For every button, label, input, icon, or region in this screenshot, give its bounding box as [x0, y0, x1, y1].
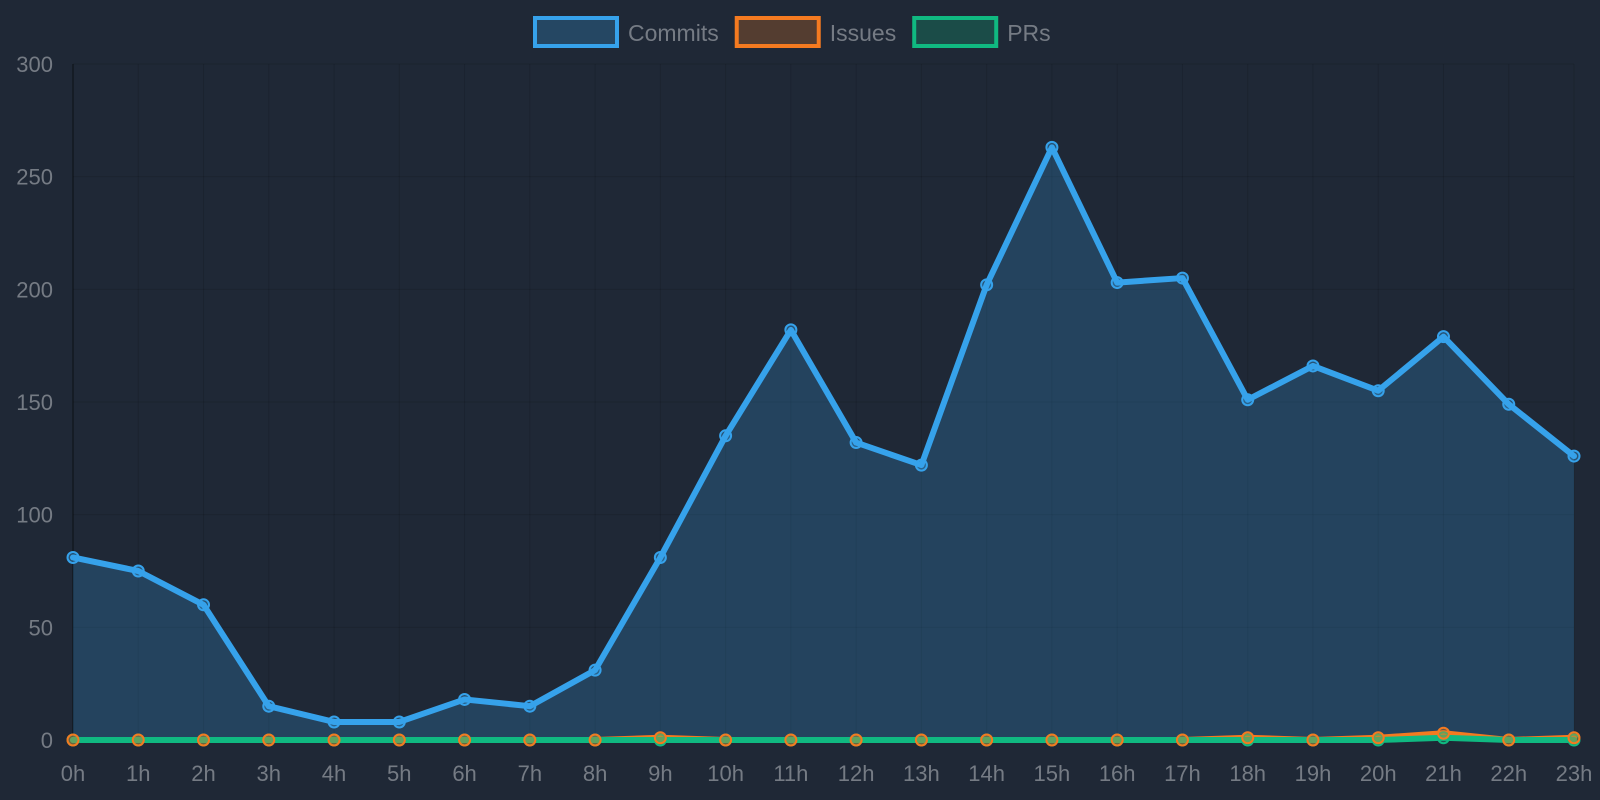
data-point-issues[interactable] — [1502, 733, 1516, 747]
x-tick-label: 7h — [518, 761, 542, 786]
y-tick-label: 200 — [16, 277, 53, 302]
y-tick-label: 300 — [16, 52, 53, 77]
data-point-issues[interactable] — [1306, 733, 1320, 747]
x-tick-label: 21h — [1425, 761, 1462, 786]
data-point-commits[interactable] — [1175, 271, 1189, 285]
data-point-issues[interactable] — [980, 733, 994, 747]
data-point-commits[interactable] — [1502, 397, 1516, 411]
data-point-commits[interactable] — [1241, 393, 1255, 407]
x-tick-label: 5h — [387, 761, 411, 786]
y-tick-label: 100 — [16, 503, 53, 528]
data-point-issues[interactable] — [523, 733, 537, 747]
x-tick-label: 17h — [1164, 761, 1201, 786]
data-point-issues[interactable] — [1436, 726, 1450, 740]
x-tick-label: 16h — [1099, 761, 1136, 786]
y-tick-label: 150 — [16, 390, 53, 415]
x-tick-label: 2h — [191, 761, 215, 786]
data-point-commits[interactable] — [588, 663, 602, 677]
data-point-issues[interactable] — [914, 733, 928, 747]
legend-label: Commits — [628, 20, 719, 46]
grid — [72, 63, 1575, 741]
data-point-commits[interactable] — [653, 550, 667, 564]
x-tick-label: 15h — [1034, 761, 1071, 786]
data-point-commits[interactable] — [914, 458, 928, 472]
data-point-commits[interactable] — [1567, 449, 1581, 463]
data-point-commits[interactable] — [66, 550, 80, 564]
data-point-commits[interactable] — [784, 323, 798, 337]
y-tick-label: 250 — [16, 165, 53, 190]
x-tick-label: 22h — [1490, 761, 1527, 786]
data-point-commits[interactable] — [1110, 276, 1124, 290]
data-point-commits[interactable] — [1045, 140, 1059, 154]
legend-item-commits[interactable]: Commits — [533, 16, 719, 48]
data-point-issues[interactable] — [1241, 731, 1255, 745]
data-point-issues[interactable] — [458, 733, 472, 747]
data-point-issues[interactable] — [1175, 733, 1189, 747]
series-area-commits — [73, 147, 1574, 740]
x-tick-label: 11h — [773, 761, 808, 786]
data-point-commits[interactable] — [458, 692, 472, 706]
areas — [73, 147, 1574, 740]
legend-label: Issues — [830, 20, 896, 46]
legend-item-issues[interactable]: Issues — [734, 16, 896, 48]
legend-swatch — [734, 16, 821, 48]
x-tick-label: 23h — [1556, 761, 1593, 786]
data-point-commits[interactable] — [327, 715, 341, 729]
data-point-commits[interactable] — [719, 429, 733, 443]
data-point-commits[interactable] — [131, 564, 145, 578]
data-point-commits[interactable] — [523, 699, 537, 713]
data-point-issues[interactable] — [392, 733, 406, 747]
data-point-issues[interactable] — [653, 731, 667, 745]
data-point-commits[interactable] — [1436, 330, 1450, 344]
data-point-issues[interactable] — [131, 733, 145, 747]
data-point-issues[interactable] — [262, 733, 276, 747]
x-tick-label: 1h — [126, 761, 150, 786]
legend-label: PRs — [1007, 20, 1050, 46]
data-point-issues[interactable] — [719, 733, 733, 747]
data-point-issues[interactable] — [1045, 733, 1059, 747]
data-point-issues[interactable] — [66, 733, 80, 747]
axes: 0 50 100 150 200 250 300 0h 1h 2h 3h 4h 5h 6h 7h 8h 9h 10… — [16, 52, 1592, 786]
data-point-commits[interactable] — [1371, 384, 1385, 398]
data-point-commits[interactable] — [197, 598, 211, 612]
data-point-issues[interactable] — [327, 733, 341, 747]
data-point-commits[interactable] — [1306, 359, 1320, 373]
x-tick-label: 8h — [583, 761, 607, 786]
data-point-issues[interactable] — [784, 733, 798, 747]
x-tick-label: 3h — [257, 761, 281, 786]
x-tick-label: 12h — [838, 761, 875, 786]
x-tick-label: 6h — [452, 761, 476, 786]
data-point-issues[interactable] — [1567, 731, 1581, 745]
legend[interactable]: Commits Issues PRs — [533, 16, 1051, 48]
x-tick-label: 0h — [61, 761, 85, 786]
y-tick-label: 50 — [29, 615, 53, 640]
legend-item-prs[interactable]: PRs — [912, 16, 1051, 48]
data-points — [66, 140, 1581, 747]
data-point-issues[interactable] — [849, 733, 863, 747]
series-line-commits — [70, 144, 1577, 725]
data-point-commits[interactable] — [849, 436, 863, 450]
y-tick-label: 0 — [41, 728, 53, 753]
data-point-issues[interactable] — [1371, 731, 1385, 745]
legend-swatch — [533, 16, 619, 48]
legend-swatch — [912, 16, 999, 48]
data-point-commits[interactable] — [262, 699, 276, 713]
x-tick-label: 18h — [1229, 761, 1266, 786]
series-line-prs — [70, 734, 1577, 743]
x-tick-label: 14h — [968, 761, 1005, 786]
data-point-commits[interactable] — [392, 715, 406, 729]
x-tick-label: 4h — [322, 761, 346, 786]
x-tick-label: 20h — [1360, 761, 1397, 786]
x-tick-label: 9h — [648, 761, 672, 786]
data-point-issues[interactable] — [588, 733, 602, 747]
data-point-issues[interactable] — [197, 733, 211, 747]
series-lines — [70, 144, 1577, 743]
data-point-issues[interactable] — [1110, 733, 1124, 747]
x-tick-label: 10h — [707, 761, 744, 786]
data-point-commits[interactable] — [980, 278, 994, 292]
x-tick-label: 19h — [1295, 761, 1332, 786]
x-tick-label: 13h — [903, 761, 940, 786]
